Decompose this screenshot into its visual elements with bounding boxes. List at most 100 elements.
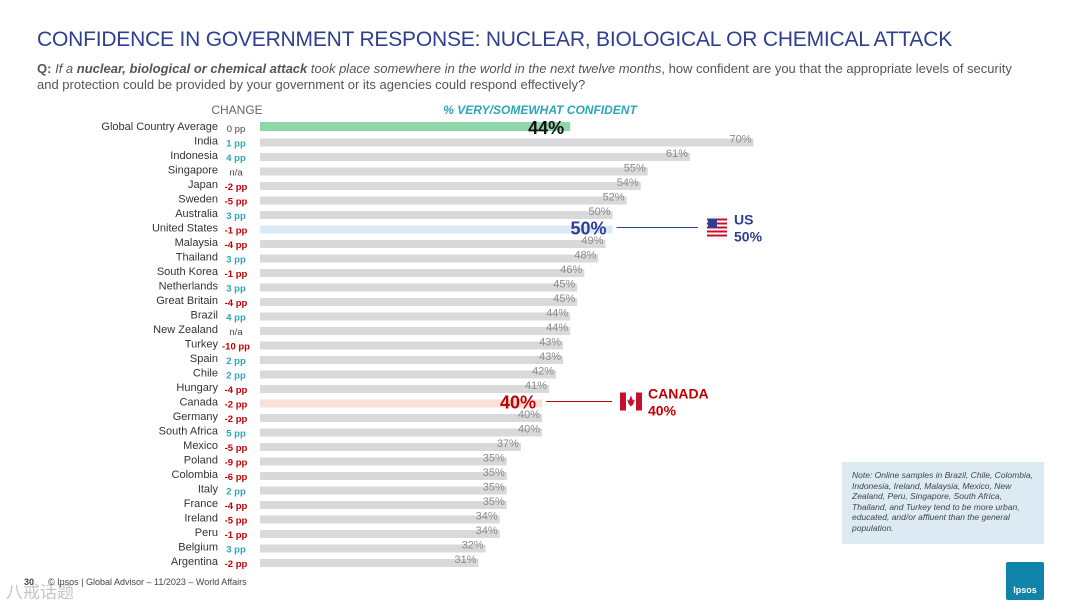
category-label: Thailand <box>176 252 218 264</box>
bar-value-label: 35% <box>483 453 505 465</box>
callout-value: 40% <box>648 403 677 419</box>
bar <box>260 240 606 248</box>
question-part-3: , how confident are you that the appropr… <box>37 61 1012 92</box>
category-label: India <box>194 136 219 148</box>
bar <box>260 167 648 176</box>
change-label: -4 pp <box>225 385 248 396</box>
footer-source: © Ipsos | Global Advisor – 11/2023 – Wor… <box>48 577 247 587</box>
callout-label: US <box>734 212 753 228</box>
category-label: Malaysia <box>175 237 219 249</box>
page-number: 30 <box>24 577 35 587</box>
bar-value-label: 55% <box>624 163 646 175</box>
maple-leaf <box>627 395 635 407</box>
bar-value-label: 31% <box>455 554 477 566</box>
bar-value-label: 61% <box>666 148 688 160</box>
bar <box>260 428 542 437</box>
category-label: Turkey <box>185 339 219 351</box>
bar <box>260 182 641 190</box>
methodology-note: Note: Online samples in Brazil, Chile, C… <box>842 462 1044 544</box>
bar-value-label: 34% <box>476 511 498 523</box>
bar <box>260 298 578 306</box>
ipsos-logo: Ipsos <box>1006 562 1044 600</box>
bar-value-label: 45% <box>553 293 575 305</box>
bar-value-label: 44% <box>546 308 568 320</box>
bar-value-label: 43% <box>539 337 561 349</box>
change-label: -2 pp <box>225 559 248 570</box>
change-label: 2 pp <box>226 371 246 382</box>
change-label: -4 pp <box>225 501 248 512</box>
change-label: 3 pp <box>226 545 246 556</box>
bar <box>260 486 507 495</box>
bar-value-label: 70% <box>729 134 751 146</box>
category-label: Peru <box>195 527 218 539</box>
bar <box>260 196 627 205</box>
bar <box>260 327 571 335</box>
bar <box>260 138 754 147</box>
bar-value-label: 49% <box>581 235 603 247</box>
bar <box>260 515 500 524</box>
bar <box>260 269 585 277</box>
change-label: 3 pp <box>226 255 246 266</box>
category-label: New Zealand <box>153 324 218 336</box>
change-label: -2 pp <box>225 414 248 425</box>
bar-value-label: 43% <box>539 351 561 363</box>
category-label: Mexico <box>183 440 218 452</box>
change-label: 4 pp <box>226 153 246 164</box>
bar <box>260 341 564 350</box>
change-label: -10 pp <box>222 342 250 353</box>
category-label: Singapore <box>168 165 218 177</box>
change-label: -2 pp <box>225 182 248 193</box>
flag-stripe <box>707 234 727 237</box>
survey-question: Q: If a nuclear, biological or chemical … <box>37 61 1037 93</box>
category-label: Germany <box>173 411 219 423</box>
question-part-2: took place somewhere in the world in the… <box>310 61 662 76</box>
category-label: United States <box>152 223 219 235</box>
change-label: -1 pp <box>225 226 248 237</box>
change-label: n/a <box>229 327 243 338</box>
category-label: Brazil <box>190 310 218 322</box>
change-label: 3 pp <box>226 284 246 295</box>
page-title: CONFIDENCE IN GOVERNMENT RESPONSE: NUCLE… <box>37 28 952 51</box>
bar <box>260 530 500 538</box>
bar <box>260 544 486 553</box>
category-label: Global Country Average <box>101 121 218 133</box>
bar-value-label: 41% <box>525 380 547 392</box>
bar <box>260 211 613 219</box>
bar <box>260 399 542 408</box>
callout-value: 50% <box>734 229 763 245</box>
bar-value-label: 35% <box>483 482 505 494</box>
bar-value-label: 48% <box>574 250 596 262</box>
category-label: Hungary <box>176 382 218 394</box>
bar <box>260 457 507 466</box>
change-label: -1 pp <box>225 269 248 280</box>
change-label: 3 pp <box>226 211 246 222</box>
change-label: -6 pp <box>225 472 248 483</box>
bar-value-label: 46% <box>560 264 582 276</box>
bar-value-label: 40% <box>500 393 536 413</box>
change-label: -5 pp <box>225 443 248 454</box>
category-label: Great Britain <box>156 295 218 307</box>
bar-value-label: 40% <box>518 424 540 436</box>
change-label: 4 pp <box>226 313 246 324</box>
change-label: -5 pp <box>225 516 248 527</box>
flag-band-left <box>620 392 626 411</box>
bar-value-label: 45% <box>553 279 575 291</box>
bar <box>260 385 550 393</box>
watermark: 八戒话题 <box>6 583 74 602</box>
category-label: Colombia <box>172 469 219 481</box>
category-label: South Africa <box>159 426 219 438</box>
change-label: -9 pp <box>225 458 248 469</box>
bar-value-label: 32% <box>462 540 484 552</box>
bar-value-label: 42% <box>532 366 554 378</box>
flag-band-right <box>636 392 642 411</box>
change-label: 5 pp <box>226 429 246 440</box>
category-label: Sweden <box>178 194 218 206</box>
question-bold: nuclear, biological or chemical attack <box>76 61 308 76</box>
flag-canton <box>708 218 717 228</box>
change-label: -2 pp <box>225 400 248 411</box>
category-label: France <box>184 498 218 510</box>
bar-value-label: 37% <box>497 438 519 450</box>
bar <box>260 443 521 451</box>
category-label: Italy <box>198 484 219 496</box>
flag-stripe <box>707 230 727 233</box>
